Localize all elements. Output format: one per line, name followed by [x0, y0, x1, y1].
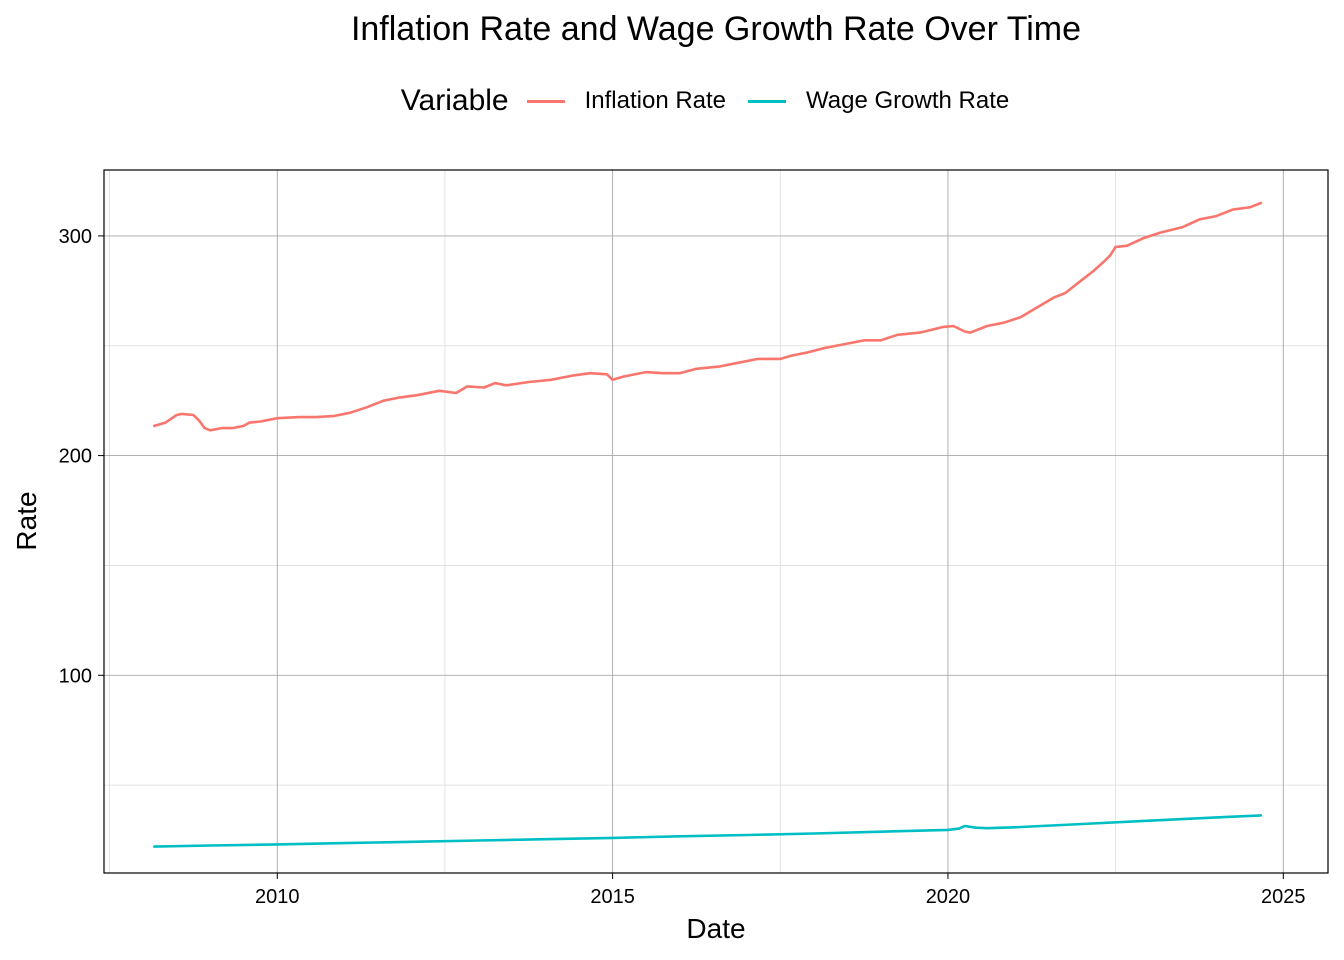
x-tick-label: 2025: [1261, 886, 1306, 908]
axis-ticks: 2010 2015 2020 2025 100 200 300: [59, 226, 1306, 908]
legend-title: Variable: [400, 84, 509, 117]
plot-panel-border: [103, 169, 1329, 874]
chart-title: Inflation Rate and Wage Growth Rate Over…: [350, 10, 1082, 48]
legend-item-inflation-rate: Inflation Rate: [526, 87, 727, 115]
grid: [104, 170, 1328, 873]
y-tick-label: 300: [59, 226, 92, 248]
y-axis-title: Rate: [11, 491, 42, 550]
legend: Variable Inflation Rate Wage Growth Rate: [0, 84, 1344, 118]
x-tick-label: 2015: [590, 886, 635, 908]
legend-label-inflation-rate: Inflation Rate: [584, 87, 727, 114]
x-tick-label: 2020: [926, 886, 971, 908]
x-tick-label: 2010: [255, 886, 300, 908]
series: [153, 201, 1263, 848]
y-tick-label: 200: [59, 446, 92, 468]
legend-item-wage-growth-rate: Wage Growth Rate: [748, 87, 1009, 115]
series-line-wage-growth-rate: [153, 814, 1263, 848]
y-tick-label: 100: [59, 665, 92, 687]
series-line-inflation-rate: [153, 201, 1263, 432]
legend-key-inflation-rate: [526, 99, 565, 103]
legend-label-wage-growth-rate: Wage Growth Rate: [806, 87, 1010, 114]
x-axis-title: Date: [686, 913, 745, 944]
legend-key-wage-growth-rate: [748, 99, 787, 103]
